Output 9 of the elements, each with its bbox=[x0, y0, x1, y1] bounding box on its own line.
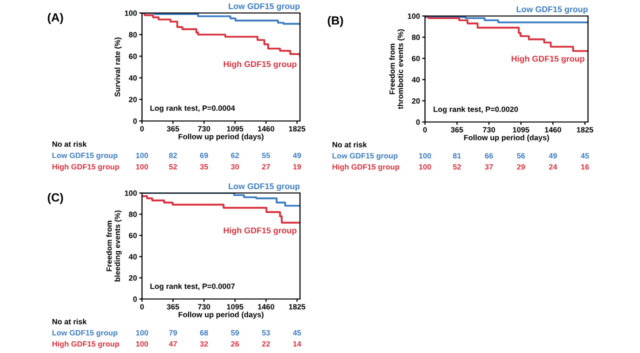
series-label: High GDF15 group bbox=[224, 227, 297, 236]
series-label: Low GDF15 group bbox=[228, 183, 300, 191]
series-label: Low GDF15 group bbox=[228, 3, 300, 11]
chart-title: (A) bbox=[48, 13, 63, 24]
series-label: High GDF15 group bbox=[512, 56, 584, 64]
chart-title: (B) bbox=[328, 16, 343, 28]
series-label: High GDF15 group bbox=[224, 60, 297, 69]
series-label: Low GDF15 group bbox=[516, 6, 588, 14]
chart-title: (C) bbox=[48, 193, 63, 204]
